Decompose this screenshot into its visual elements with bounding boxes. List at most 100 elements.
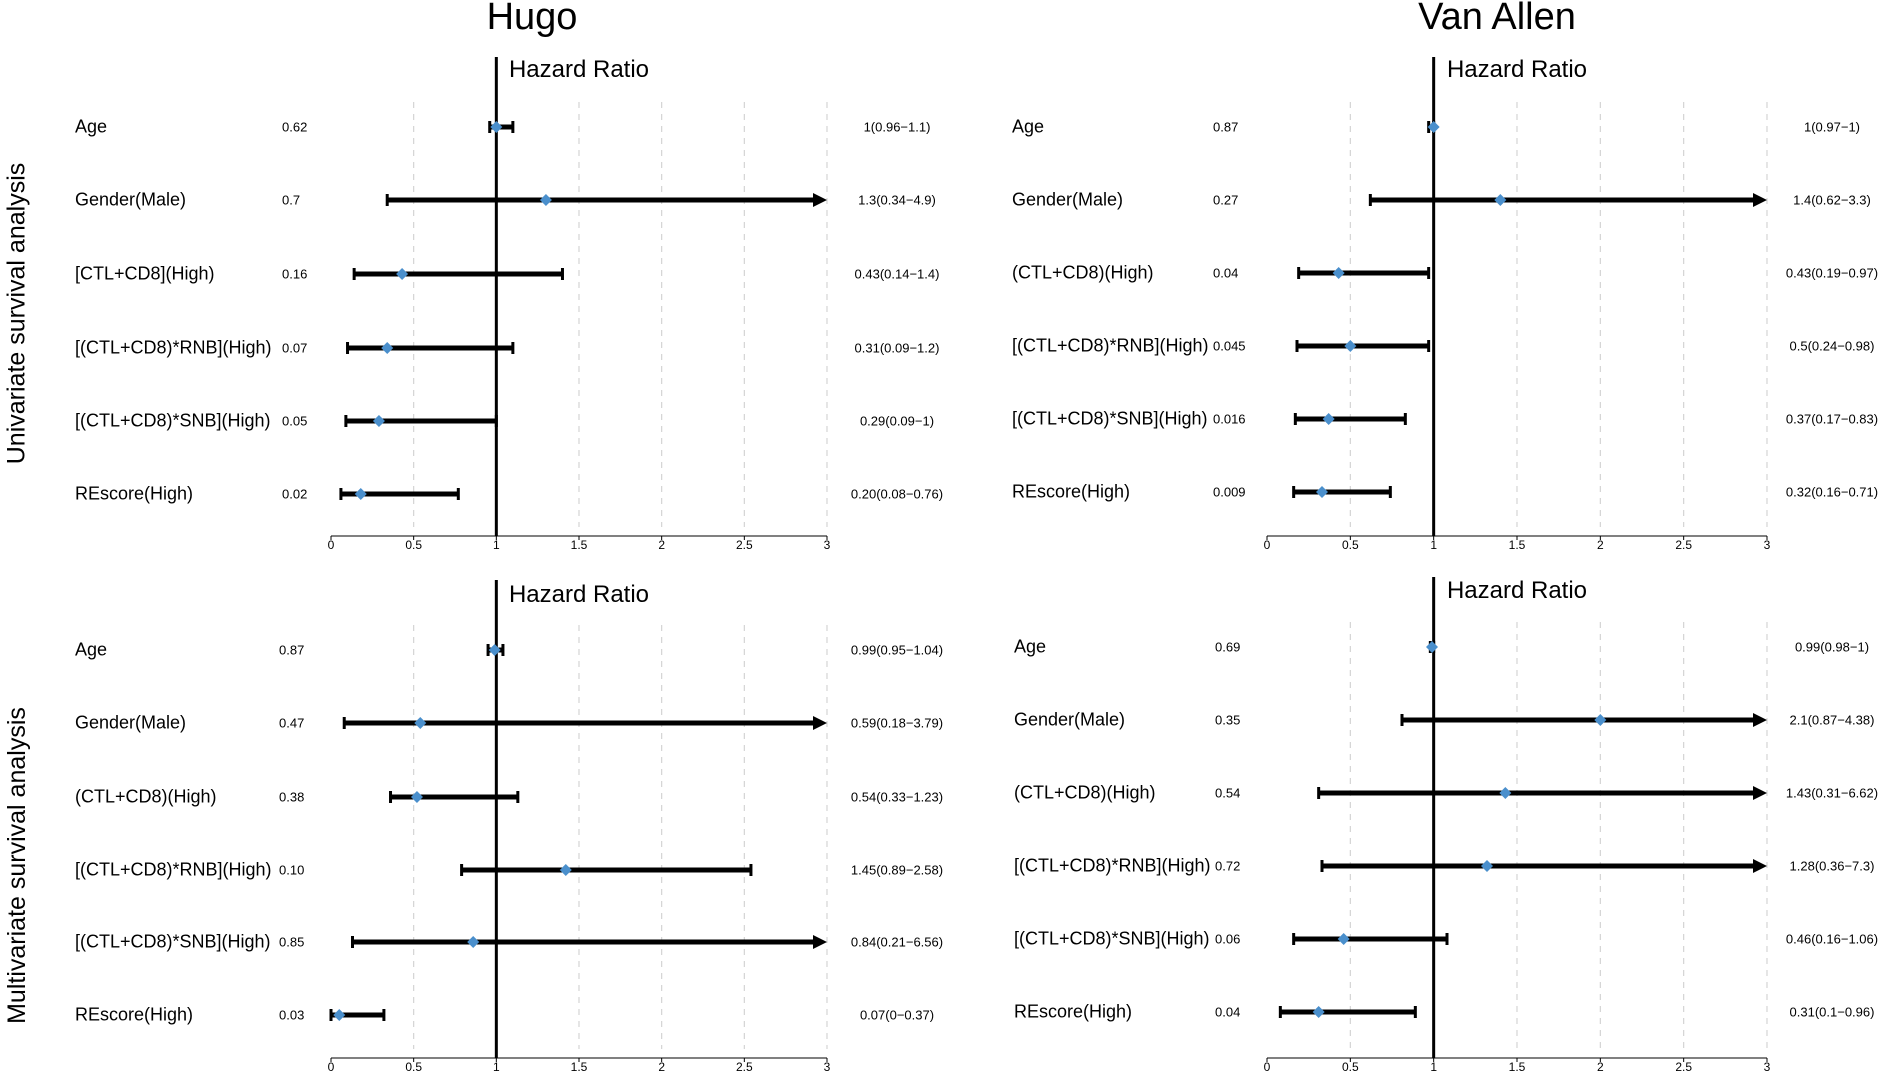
variable-label: Gender(Male): [1012, 189, 1124, 210]
p-value: 0.35: [1215, 712, 1241, 728]
hazard-ratio-point: [467, 936, 480, 948]
plot-title: Hazard Ratio: [1446, 56, 1588, 83]
x-tick-label: 2.5: [735, 538, 753, 552]
ci-arrow-high: [1753, 193, 1767, 207]
variable-label: Gender(Male): [1014, 709, 1126, 730]
forest-panel-3: [329, 580, 828, 1062]
variable-label: [(CTL+CD8)*RNB](High): [75, 337, 272, 358]
x-tick-label: 2: [1596, 538, 1604, 552]
p-value: 0.06: [1215, 931, 1241, 947]
variable-label: Age: [75, 116, 108, 137]
p-value: 0.72: [1215, 858, 1241, 874]
hazard-ratio-point: [1426, 641, 1438, 653]
x-tick-label: 1: [1430, 538, 1437, 552]
hazard-ratio-point: [410, 791, 423, 803]
variable-label: (CTL+CD8)(High): [1014, 782, 1156, 803]
x-tick-label: 0.5: [1341, 1060, 1359, 1074]
hazard-ratio-text: 0.5(0.24−0.98): [1789, 338, 1875, 354]
x-tick-label: 2.5: [1675, 1060, 1692, 1074]
forest-panel-2: [1266, 57, 1768, 540]
p-value: 0.85: [279, 934, 305, 950]
plot-title: Hazard Ratio: [1446, 577, 1588, 604]
p-value: 0.69: [1215, 639, 1241, 655]
x-tick-label: 0.5: [405, 538, 422, 552]
x-tick-label: 1.5: [570, 1060, 588, 1074]
x-tick-label: 1.5: [1508, 1060, 1526, 1074]
variable-label: [(CTL+CD8)*SNB](High): [1012, 408, 1208, 429]
hazard-ratio-point: [1494, 194, 1507, 206]
x-tick-label: 1: [1430, 1060, 1437, 1074]
hazard-ratio-point: [1499, 787, 1512, 799]
x-tick-label: 0: [327, 1060, 335, 1074]
p-value: 0.04: [1215, 1004, 1241, 1020]
p-value: 0.38: [279, 789, 305, 805]
p-value: 0.54: [1215, 785, 1241, 801]
hazard-ratio-point: [490, 121, 503, 133]
x-tick-label: 3: [1763, 538, 1771, 552]
hazard-ratio-text: 0.32(0.16−0.71): [1785, 484, 1879, 500]
variable-label: Gender(Male): [75, 712, 187, 733]
plot-title: Hazard Ratio: [508, 581, 650, 608]
x-tick-label: 1: [492, 1060, 500, 1074]
ci-arrow-high: [1753, 859, 1767, 873]
hazard-ratio-point: [1312, 1006, 1325, 1018]
hazard-ratio-text: 1.28(0.36−7.3): [1789, 858, 1875, 874]
p-value: 0.7: [282, 192, 301, 208]
variable-label: REscore(High): [75, 483, 194, 504]
forest-panel-4: [1266, 577, 1768, 1062]
p-value: 0.045: [1213, 338, 1246, 354]
hazard-ratio-point: [1332, 267, 1345, 279]
x-tick-label: 0.5: [1341, 538, 1359, 552]
variable-label: REscore(High): [1012, 481, 1131, 502]
variable-label: [(CTL+CD8)*SNB](High): [75, 931, 271, 952]
hazard-ratio-point: [488, 644, 501, 656]
variable-label: [(CTL+CD8)*RNB](High): [1014, 855, 1211, 876]
hazard-ratio-text: 0.31(0.1−0.96): [1789, 1004, 1875, 1020]
ci-arrow-high: [813, 935, 827, 949]
p-value: 0.16: [282, 266, 308, 282]
p-value: 0.04: [1213, 265, 1239, 281]
hazard-ratio-point: [1337, 933, 1350, 945]
hazard-ratio-text: 0.54(0.33−1.23): [850, 789, 944, 805]
x-tick-label: 3: [823, 1060, 831, 1074]
variable-label: Gender(Male): [75, 189, 187, 210]
variable-label: Age: [1012, 116, 1045, 137]
variable-label: Age: [1014, 636, 1047, 657]
column-title-van-allen: Van Allen: [1418, 0, 1576, 38]
hazard-ratio-point: [354, 488, 367, 500]
hazard-ratio-text: 0.43(0.19−0.97): [1785, 265, 1879, 281]
hazard-ratio-text: 0.99(0.98−1): [1794, 639, 1870, 655]
variable-label: (CTL+CD8)(High): [75, 786, 217, 807]
ci-arrow-high: [813, 193, 827, 207]
variable-label: [(CTL+CD8)*SNB](High): [75, 410, 271, 431]
variable-label: REscore(High): [1014, 1001, 1133, 1022]
variable-label: [CTL+CD8](High): [75, 263, 215, 284]
hazard-ratio-text: 0.99(0.95−1.04): [850, 642, 944, 658]
hazard-ratio-text: 0.43(0.14−1.4): [854, 266, 940, 282]
variable-label: (CTL+CD8)(High): [1012, 262, 1154, 283]
x-tick-label: 2.5: [1675, 538, 1692, 552]
x-tick-label: 2: [1596, 1060, 1604, 1074]
hazard-ratio-point: [1316, 486, 1328, 498]
hazard-ratio-text: 0.07(0−0.37): [859, 1007, 935, 1023]
hazard-ratio-text: 1.43(0.31−6.62): [1785, 785, 1879, 801]
x-tick-label: 0: [327, 538, 335, 552]
hazard-ratio-text: 1.4(0.62−3.3): [1793, 192, 1871, 208]
x-tick-label: 3: [823, 538, 831, 552]
hazard-ratio-text: 1(0.97−1): [1803, 119, 1861, 135]
variable-label: [(CTL+CD8)*RNB](High): [75, 859, 272, 880]
x-tick-label: 0: [1263, 538, 1271, 552]
x-tick-label: 1.5: [1508, 538, 1526, 552]
hazard-ratio-text: 2.1(0.87−4.38): [1789, 712, 1875, 728]
variable-label: Age: [75, 639, 108, 660]
p-value: 0.87: [1213, 119, 1239, 135]
hazard-ratio-text: 0.46(0.16−1.06): [1785, 931, 1879, 947]
hazard-ratio-point: [539, 194, 552, 206]
variable-label: REscore(High): [75, 1004, 194, 1025]
x-tick-label: 2: [658, 1060, 665, 1074]
p-value: 0.27: [1213, 192, 1239, 208]
hazard-ratio-text: 0.29(0.09−1): [859, 413, 935, 429]
p-value: 0.47: [279, 715, 305, 731]
ci-arrow-high: [1753, 713, 1767, 727]
hazard-ratio-point: [559, 864, 572, 876]
